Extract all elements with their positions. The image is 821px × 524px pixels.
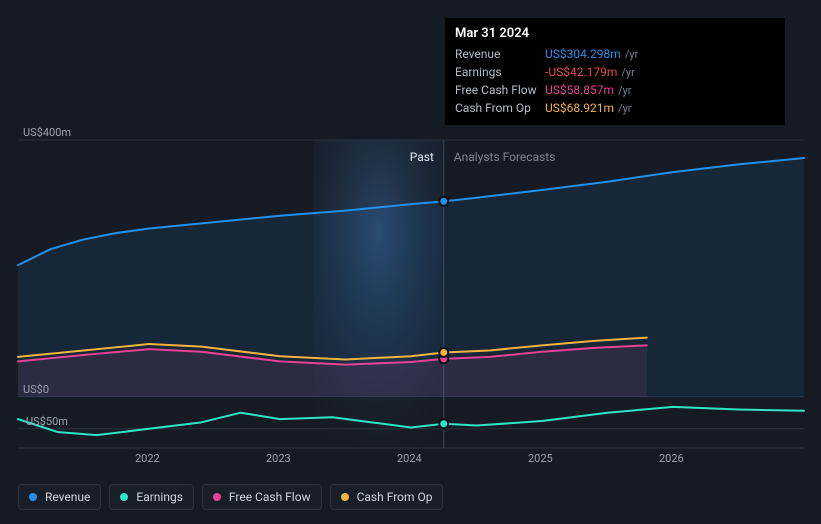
chart-tooltip: Mar 31 2024 RevenueUS$304.298m/yrEarning… (445, 18, 785, 125)
tooltip-metric-label: Earnings (455, 65, 545, 79)
tooltip-metric-value: US$304.298m (545, 47, 621, 61)
tooltip-metric-unit: /yr (621, 66, 634, 79)
x-axis-label: 2025 (528, 452, 553, 465)
legend-label: Cash From Op (357, 490, 433, 504)
tooltip-metric-value: US$68.921m (545, 101, 614, 115)
x-axis-label: 2023 (266, 452, 291, 465)
tooltip-metric-label: Free Cash Flow (455, 83, 545, 97)
x-axis-label: 2022 (135, 452, 160, 465)
legend-item-earnings[interactable]: Earnings (109, 484, 194, 510)
tooltip-metric-unit: /yr (618, 102, 631, 115)
y-axis-label: -US$50m (23, 415, 68, 428)
tooltip-metric-label: Cash From Op (455, 101, 545, 115)
chart-legend: Revenue Earnings Free Cash Flow Cash From O… (18, 484, 443, 510)
tooltip-row: Cash From OpUS$68.921m/yr (455, 99, 775, 117)
tooltip-metric-unit: /yr (625, 48, 638, 61)
y-axis-label: US$0 (23, 383, 49, 396)
legend-dot-icon (120, 493, 128, 501)
tooltip-date: Mar 31 2024 (455, 24, 775, 45)
tooltip-metric-value: -US$42.179m (545, 65, 617, 79)
legend-dot-icon (29, 493, 37, 501)
legend-item-cfo[interactable]: Cash From Op (330, 484, 444, 510)
legend-dot-icon (213, 493, 221, 501)
tooltip-metric-label: Revenue (455, 47, 545, 61)
tooltip-metric-value: US$58.857m (545, 83, 614, 97)
y-axis-label: US$400m (23, 126, 71, 139)
tooltip-row: Earnings-US$42.179m/yr (455, 63, 775, 81)
era-label-forecast: Analysts Forecasts (454, 150, 556, 164)
x-axis-label: 2026 (659, 452, 684, 465)
tooltip-row: RevenueUS$304.298m/yr (455, 45, 775, 63)
tooltip-row: Free Cash FlowUS$58.857m/yr (455, 81, 775, 99)
x-axis-label: 2024 (397, 452, 422, 465)
legend-label: Earnings (136, 490, 183, 504)
tooltip-metric-unit: /yr (618, 84, 631, 97)
legend-label: Revenue (45, 490, 90, 504)
legend-item-fcf[interactable]: Free Cash Flow (202, 484, 322, 510)
legend-item-revenue[interactable]: Revenue (18, 484, 101, 510)
legend-dot-icon (341, 493, 349, 501)
era-label-past: Past (410, 150, 434, 164)
legend-label: Free Cash Flow (229, 490, 311, 504)
